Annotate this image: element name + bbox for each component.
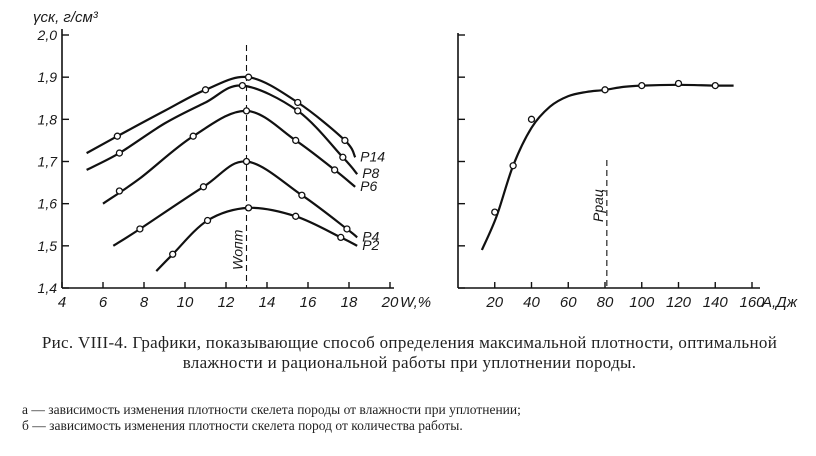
figure: 1,41,51,61,71,81,92,04 6 8 10 12 14 16 18 20 W,%γ…	[33, 9, 798, 311]
data-point	[292, 136, 300, 145]
series-line	[155, 206, 358, 272]
series-label: P8	[362, 165, 379, 181]
panel-a-moisture-density: 1,4 1,5 1,6 1,7 1,8 1,9 2,0 4 6 8 10 12 14 16 18 20 W,% γ…	[33, 9, 431, 311]
data-point	[199, 183, 208, 191]
data-point	[341, 136, 349, 145]
caption-b: б — зависимость изменения плотности скел…	[22, 418, 463, 433]
data-point	[491, 208, 499, 216]
x-tick-label: 4	[58, 294, 66, 311]
data-point	[244, 73, 253, 81]
figure-caption: Рис. VIII-4. Графики, показывающие спосо…	[41, 333, 778, 372]
data-point	[343, 225, 351, 233]
x-tick-label: 16	[300, 294, 317, 311]
data-point	[292, 212, 300, 220]
series-line	[102, 109, 356, 205]
series-label: P4	[362, 228, 379, 244]
series-line	[480, 83, 734, 251]
y-tick-label: 2,0	[37, 27, 58, 43]
x-tick-label: 20	[381, 294, 399, 311]
series-label: P14	[360, 148, 385, 164]
y-axis-label: γск, г/см³	[33, 9, 99, 26]
x-tick-label: 14	[259, 294, 276, 311]
x-tick-label: 60	[560, 294, 577, 311]
data-point	[294, 98, 302, 107]
data-point	[242, 157, 251, 166]
y-tick-label: 1,7	[38, 154, 59, 170]
rational-work-label: Pрац	[590, 189, 606, 222]
data-point	[298, 191, 306, 199]
caption-a: а — зависимость изменения плотности скел…	[22, 402, 521, 417]
x-axis-label: А,Дж	[761, 294, 798, 311]
data-point	[527, 115, 536, 123]
x-tick-label: 12	[218, 294, 235, 311]
data-point	[339, 153, 347, 161]
data-point	[330, 166, 339, 174]
x-tick-label: 10	[177, 294, 194, 311]
data-point	[509, 162, 517, 170]
data-point	[294, 107, 302, 115]
x-tick-label: 20	[485, 294, 503, 311]
data-point	[115, 187, 124, 195]
data-point	[169, 250, 177, 258]
x-tick-label: 160	[739, 294, 765, 311]
series-label: P2	[362, 237, 379, 253]
x-tick-label: 100	[629, 294, 655, 311]
data-point	[337, 233, 345, 242]
series-line	[86, 84, 359, 175]
data-point	[244, 204, 253, 212]
x-tick-label: 120	[666, 294, 692, 311]
x-tick-label: 18	[341, 294, 358, 311]
data-point	[638, 81, 646, 90]
data-point	[242, 107, 251, 115]
optimum-label: Wопт	[230, 229, 246, 270]
x-tick-label: 40	[523, 294, 540, 311]
y-tick-label: 1,8	[38, 111, 58, 127]
data-point	[136, 225, 144, 233]
data-point	[238, 81, 247, 90]
x-tick-label: 8	[140, 294, 149, 311]
y-tick-label: 1,5	[38, 238, 58, 254]
y-tick-label: 1,6	[38, 196, 58, 212]
data-point	[674, 79, 683, 88]
x-tick-label: 80	[597, 294, 614, 311]
y-tick-label: 1,4	[38, 280, 58, 296]
data-point	[601, 86, 609, 94]
data-point	[115, 149, 124, 157]
y-tick-label: 1,9	[38, 69, 58, 85]
x-tick-label: 140	[703, 294, 729, 311]
data-point	[711, 81, 719, 90]
data-point	[201, 86, 210, 94]
x-tick-label: 6	[99, 294, 108, 311]
series-label: P6	[360, 178, 377, 194]
x-axis-label: W,%	[400, 294, 431, 311]
series-line	[86, 75, 357, 158]
data-point	[203, 216, 212, 225]
data-point	[189, 132, 197, 140]
data-point	[113, 132, 121, 140]
